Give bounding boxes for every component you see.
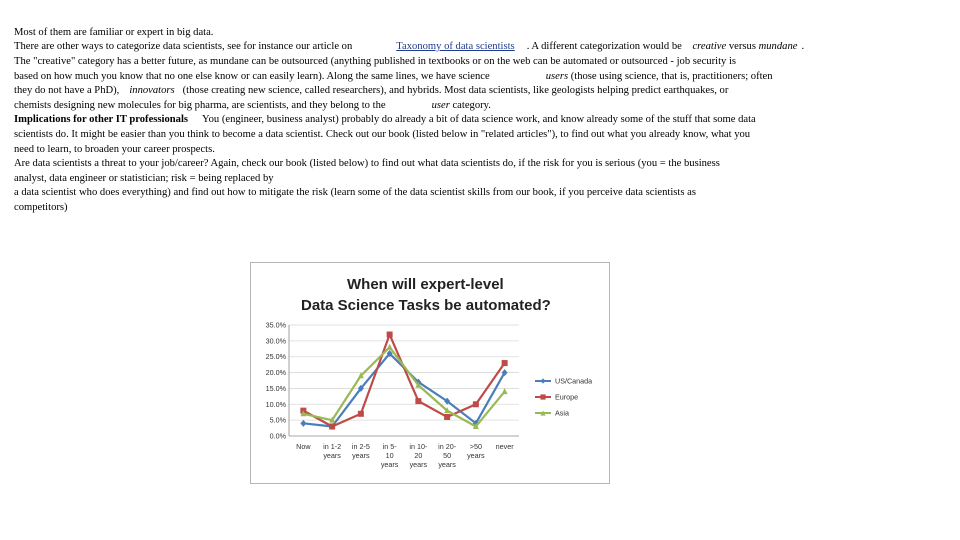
- paragraph-line: need to learn, to broaden your career pr…: [14, 144, 215, 156]
- x-tick-label: years: [381, 460, 399, 469]
- paragraph-line: There are other ways to categorize data …: [14, 41, 805, 53]
- text-span: versus: [728, 41, 756, 52]
- user-term: user: [431, 100, 450, 111]
- y-tick-label: 10.0%: [266, 400, 287, 409]
- series-line: [302, 333, 506, 428]
- x-tick-label: years: [438, 460, 456, 469]
- y-tick-label: 0.0%: [270, 432, 287, 441]
- paragraph-line: competitors): [14, 202, 68, 214]
- paragraph-line: analyst, data engineer or statistician; …: [14, 173, 274, 185]
- paragraph-line: Are data scientists a threat to your job…: [14, 158, 720, 170]
- creative-term: creative: [692, 41, 727, 52]
- y-tick-label: 30.0%: [266, 336, 287, 345]
- x-tick-label: in 5-: [383, 442, 398, 451]
- data-point: [415, 398, 422, 405]
- text-span: chemists designing new molecules for big…: [14, 100, 386, 111]
- data-point: [357, 372, 364, 379]
- x-tick-label: 50: [443, 451, 451, 460]
- paragraph-line: Implications for other IT professionals Y…: [14, 114, 756, 126]
- x-tick-label: years: [323, 451, 341, 460]
- mundane-term: mundane: [758, 41, 798, 52]
- data-point: [501, 388, 508, 395]
- text-span: analyst, data engineer or statistician; …: [14, 173, 274, 184]
- text-span: (those using science, that is, practitio…: [570, 71, 773, 82]
- text-span: .: [801, 41, 805, 52]
- x-tick-label: >50: [470, 442, 482, 451]
- text-span: Most of them are familiar or expert in b…: [14, 27, 214, 38]
- y-tick-label: 15.0%: [266, 384, 287, 393]
- x-tick-label: 20: [414, 451, 422, 460]
- x-tick-label: in 1-2: [323, 442, 341, 451]
- text-span: You (engineer, business analyst) probabl…: [202, 114, 756, 125]
- paragraph-line: based on how much you know that no one e…: [14, 71, 773, 83]
- paragraph-line: scientists do. It might be easier than y…: [14, 129, 751, 141]
- section-heading: Implications for other IT professionals: [14, 114, 189, 125]
- data-point: [444, 413, 451, 420]
- users-term: users: [545, 71, 569, 82]
- text-span: Are data scientists a threat to your job…: [14, 158, 720, 169]
- legend-label: Asia: [555, 409, 569, 418]
- text-span: need to learn, to broaden your career pr…: [14, 144, 215, 155]
- series-line: [303, 346, 506, 428]
- legend-label: Europe: [555, 393, 578, 402]
- paragraph-line: chemists designing new molecules for big…: [14, 100, 491, 112]
- data-point: [300, 419, 307, 427]
- x-tick-label: in 20-: [438, 442, 457, 451]
- text-span: competitors): [14, 202, 68, 213]
- chart-title: Data Science Tasks be automated?: [301, 297, 551, 314]
- chart-svg: When will expert-level Data Science Tasks…: [266, 276, 593, 469]
- paragraph-line: a data scientist who does everything) an…: [14, 187, 696, 199]
- y-tick-label: 25.0%: [266, 352, 287, 361]
- paragraph-line: The "creative" category has a better fut…: [14, 56, 737, 68]
- x-tick-label: years: [467, 451, 485, 460]
- data-point: [501, 369, 508, 377]
- y-tick-label: 5.0%: [270, 416, 287, 425]
- legend-marker: [540, 410, 546, 416]
- x-tick-label: 10: [386, 451, 394, 460]
- text-span: The "creative" category has a better fut…: [14, 56, 737, 67]
- text-span: based on how much you know that no one e…: [14, 71, 490, 82]
- data-point: [300, 410, 307, 417]
- y-tick-label: 20.0%: [266, 368, 287, 377]
- text-span: a data scientist who does everything) an…: [14, 187, 696, 198]
- paragraph-line: Most of them are familiar or expert in b…: [14, 27, 214, 39]
- data-point: [472, 422, 479, 429]
- chart-title: When will expert-level: [347, 276, 504, 293]
- data-point: [386, 343, 393, 350]
- x-tick-label: years: [352, 451, 370, 460]
- data-point: [386, 350, 393, 358]
- text-span: . A different categorization would be: [526, 41, 682, 52]
- x-tick-label: in 2-5: [352, 442, 370, 451]
- data-point: [357, 384, 364, 392]
- innovators-term: innovators: [129, 85, 175, 96]
- data-point: [444, 397, 451, 405]
- x-tick-label: never: [496, 442, 515, 451]
- taxonomy-link[interactable]: Taxonomy of data scientists: [396, 41, 515, 52]
- text-span: they do not have a PhD),: [14, 85, 120, 96]
- legend-marker: [540, 394, 546, 400]
- text-span: scientists do. It might be easier than y…: [14, 129, 751, 140]
- x-tick-label: years: [410, 460, 428, 469]
- legend-label: US/Canada: [555, 377, 592, 386]
- data-point: [472, 401, 479, 408]
- paragraph-line: they do not have a PhD), innovators (those…: [14, 85, 729, 97]
- data-point: [501, 360, 508, 367]
- data-point: [386, 331, 393, 338]
- y-tick-label: 35.0%: [266, 321, 287, 330]
- automation-chart: When will expert-level Data Science Tasks…: [250, 262, 610, 484]
- data-point: [329, 423, 336, 430]
- x-tick-label: Now: [296, 442, 311, 451]
- data-point: [444, 407, 451, 414]
- data-point: [415, 381, 422, 388]
- x-tick-label: in 10-: [409, 442, 428, 451]
- text-span: There are other ways to categorize data …: [14, 41, 353, 52]
- data-point: [357, 410, 364, 417]
- text-span: category.: [452, 100, 491, 111]
- legend-marker: [540, 378, 546, 384]
- data-point: [329, 416, 336, 423]
- text-span: (those creating new science, called rese…: [182, 85, 729, 96]
